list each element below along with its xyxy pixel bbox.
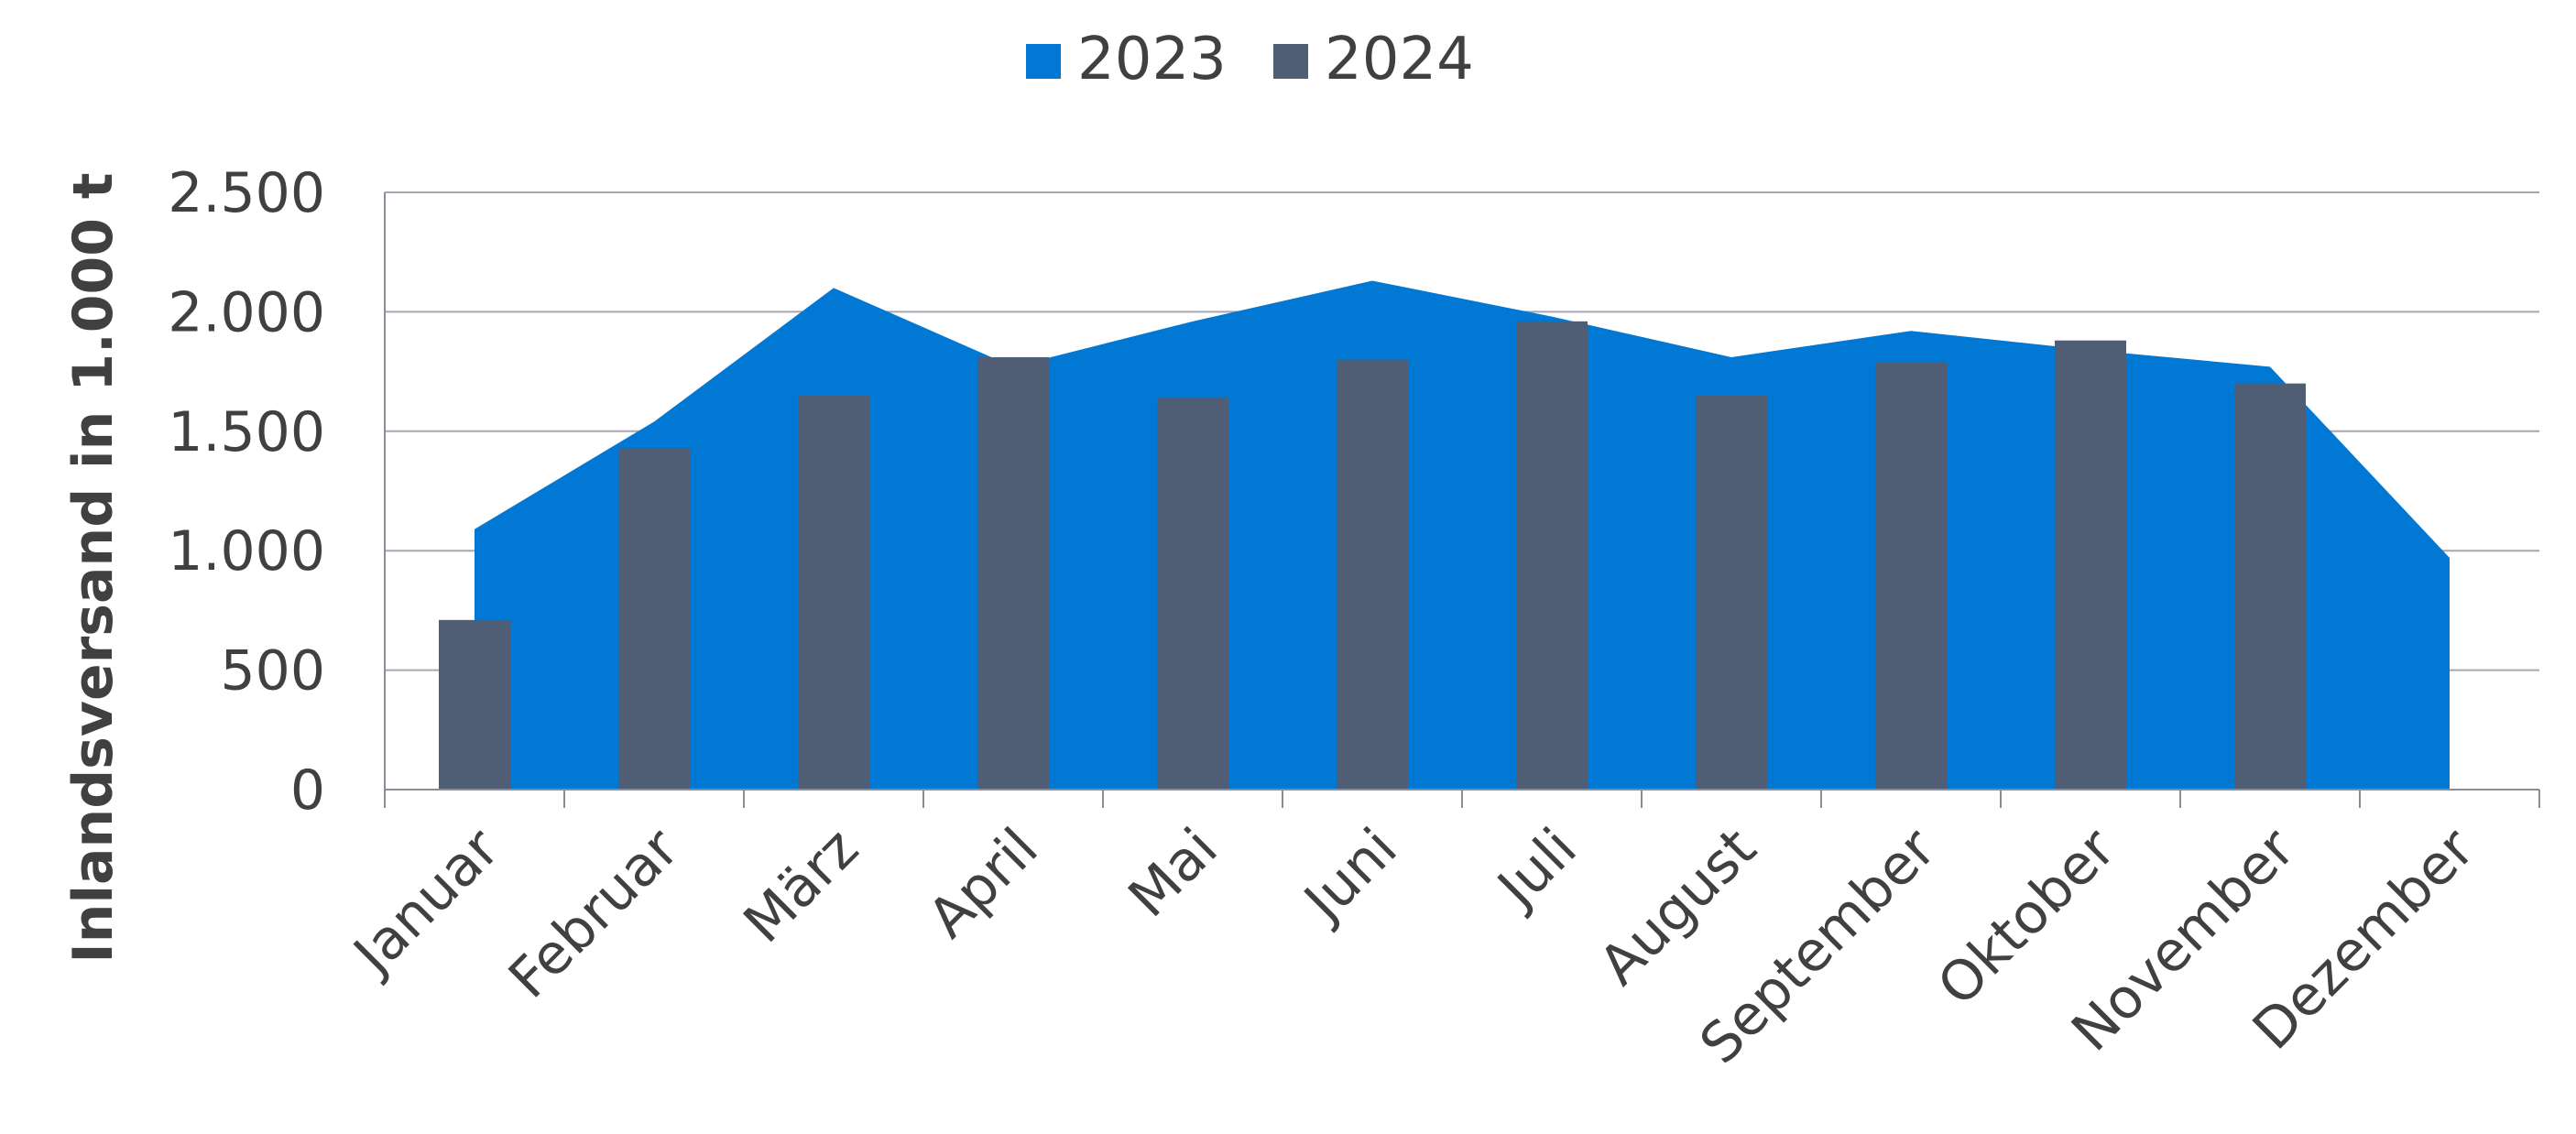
x-tick-label-juli: Juli: [1483, 816, 1588, 921]
area-series-2023: [475, 280, 2450, 791]
bar-2024-april: [977, 356, 1049, 790]
x-tick-label-märz: März: [732, 816, 871, 955]
bar-2024-september: [1875, 362, 1947, 790]
bar-2024-august: [1696, 395, 1767, 790]
axes: [384, 192, 2540, 808]
x-tick-label-februar: Februar: [497, 816, 692, 1011]
y-tick-label: 0: [290, 758, 325, 823]
y-tick-label: 2.500: [168, 161, 325, 225]
bar-series-layer: [439, 321, 2306, 790]
bar-2024-juni: [1337, 359, 1408, 790]
x-tick-label-januar: Januar: [340, 816, 512, 988]
bar-2024-oktober: [2055, 340, 2126, 790]
x-tick-label-mai: Mai: [1117, 816, 1230, 930]
bar-2024-mai: [1157, 398, 1228, 790]
legend: 2023 2024: [1026, 26, 1474, 93]
bar-2024-januar: [439, 619, 510, 790]
x-tick-label-august: August: [1588, 816, 1769, 998]
legend-swatch-2023: [1026, 44, 1061, 79]
legend-label-2024: 2024: [1325, 26, 1474, 93]
legend-label-2023: 2023: [1077, 26, 1227, 93]
legend-swatch-2024: [1273, 44, 1308, 79]
area-series-layer: [475, 280, 2450, 791]
y-tick-labels: 0 500 1.000 1.500 2.000 2.500: [168, 161, 325, 823]
x-tick-label-april: April: [916, 816, 1050, 950]
y-tick-label: 1.000: [168, 519, 325, 583]
y-tick-label: 1.500: [168, 400, 325, 464]
x-tick-label-juni: Juni: [1290, 816, 1409, 935]
bar-2024-juli: [1516, 321, 1588, 790]
y-axis-label: Inlandsversand in 1.000 t: [61, 172, 126, 963]
y-tick-label: 2.000: [168, 280, 325, 344]
bar-2024-märz: [798, 395, 869, 790]
bar-2024-november: [2234, 383, 2306, 790]
bar-2024-februar: [618, 448, 690, 790]
y-tick-label: 500: [220, 639, 325, 703]
